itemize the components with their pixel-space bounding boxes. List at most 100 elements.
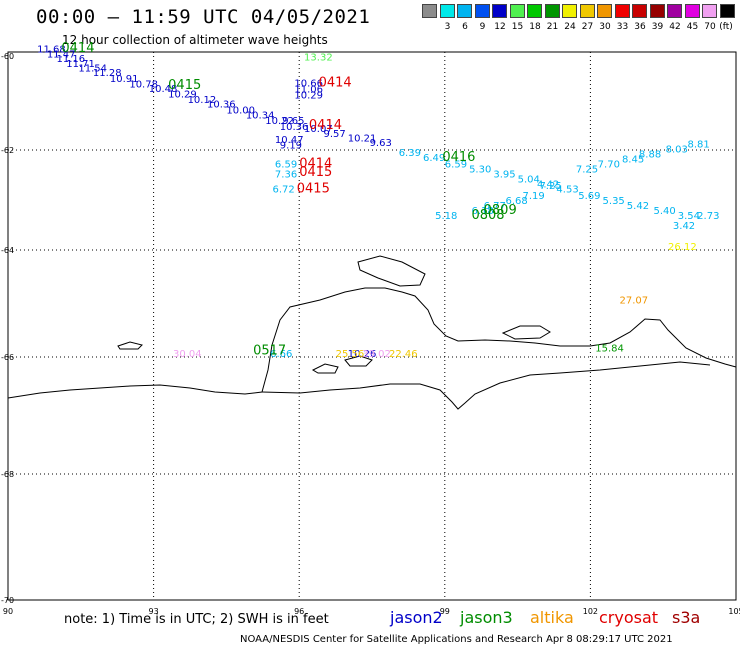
color-swatch [457, 4, 472, 18]
wave-height-label: 9.19 [280, 141, 302, 152]
wave-height-label: 6.77 [484, 201, 506, 212]
color-swatch [422, 4, 437, 18]
legend-s3a: s3a [672, 608, 701, 627]
wave-height-label: 11.16 [57, 54, 86, 65]
color-swatch [439, 4, 455, 18]
legend-cryosat: cryosat [599, 608, 659, 627]
wave-height-label: 6.39 [399, 148, 421, 159]
wave-height-label: 10.22 [265, 116, 294, 127]
color-swatch-label: 27 [581, 22, 594, 32]
color-swatch-label: 39 [651, 22, 664, 32]
lat-tick-label: -62 [1, 146, 14, 155]
pass-time-label: 0414 [319, 76, 352, 91]
color-swatch [684, 4, 700, 18]
color-swatch [632, 4, 647, 18]
wave-height-label: 7.36 [275, 170, 297, 181]
wave-height-label: 10.26 [348, 349, 377, 360]
island-outline [344, 355, 373, 367]
wave-height-label: 7.19 [522, 191, 544, 202]
color-swatch [474, 4, 490, 18]
wave-height-label: 11.71 [66, 59, 95, 70]
wave-height-label: 6.59 [445, 160, 467, 171]
color-swatch [597, 4, 612, 18]
lon-tick-label: 93 [149, 607, 159, 616]
wave-height-label: 8.03 [666, 145, 688, 156]
lon-tick-label: 102 [583, 607, 598, 616]
wave-height-label: 6.68 [505, 196, 527, 207]
lat-tick-label: -60 [1, 52, 14, 61]
wave-height-label: 5.35 [603, 196, 625, 207]
legend-altika: altika [530, 608, 574, 627]
wave-height-label: 3.42 [673, 221, 695, 232]
wave-height-label: 15.84 [595, 344, 624, 355]
color-swatch [614, 4, 630, 18]
wave-height-label: 6.72 [273, 185, 295, 196]
wave-height-label: 10.07 [304, 124, 333, 135]
color-swatch [667, 4, 682, 18]
island-outline [117, 341, 143, 350]
color-swatch [649, 4, 665, 18]
wave-height-label: 10.29 [168, 89, 197, 100]
lat-tick-label: -70 [1, 596, 14, 605]
wave-height-label: 10.29 [294, 90, 323, 101]
wave-height-label: 6.59 [275, 160, 297, 171]
wave-height-label: 9.63 [370, 138, 392, 149]
lat-tick-label: -64 [1, 246, 14, 255]
color-swatch [579, 4, 595, 18]
wave-height-label: 5.69 [578, 191, 600, 202]
color-scale-unit: (ft) [719, 22, 733, 32]
wave-height-label: 7.25 [576, 165, 598, 176]
legend-note: note: 1) Time is in UTC; 2) SWH is in fe… [64, 612, 329, 627]
wave-height-label: 3.95 [493, 170, 515, 181]
island-outline [311, 363, 339, 374]
wave-height-label: 11.54 [78, 64, 107, 75]
wave-height-label: 10.48 [149, 84, 178, 95]
wave-height-label: 7.25 [539, 181, 561, 192]
wave-height-label: 8.88 [639, 150, 661, 161]
wave-height-label: 13.32 [304, 53, 333, 64]
wave-height-label: 11.06 [294, 85, 323, 96]
color-swatch-label: 18 [529, 22, 541, 32]
color-swatch-label: 70 [704, 22, 716, 32]
wave-height-label: 39.02 [362, 349, 391, 360]
wave-height-label: 5.40 [653, 206, 675, 217]
pass-time-label: 0414 [299, 157, 332, 172]
wave-height-label: 10.47 [275, 135, 304, 146]
color-swatch-label: 15 [511, 22, 524, 32]
coastline [261, 361, 711, 410]
lon-tick-label: 96 [294, 607, 304, 616]
wave-height-label: 3.54 [678, 211, 700, 222]
color-swatch [719, 4, 735, 18]
wave-height-label: 10.91 [110, 74, 139, 85]
color-swatch-label: 42 [669, 22, 681, 32]
lat-tick-label: -68 [1, 470, 14, 479]
wave-height-label: 11.68 [37, 45, 66, 56]
wave-height-label: 7.70 [598, 160, 620, 171]
wave-height-label: 5.18 [435, 211, 457, 222]
color-swatch [544, 4, 560, 18]
color-swatch-label: 9 [479, 22, 486, 32]
color-swatch-label: 6 [462, 22, 468, 32]
wave-height-label: 5.42 [627, 201, 649, 212]
island-outline [357, 255, 426, 287]
color-swatch-label: 12 [494, 22, 506, 32]
wave-height-label: 2.73 [697, 211, 719, 222]
coastline [7, 287, 737, 399]
wave-height-label: 10.78 [129, 79, 158, 90]
color-swatch [509, 4, 525, 18]
wave-height-label: 9.57 [323, 129, 345, 140]
wave-height-label: 4.42 [537, 180, 559, 191]
wave-height-label: 9.65 [282, 116, 304, 127]
island-outline [501, 325, 551, 340]
color-swatch [492, 4, 507, 18]
plot-frame [7, 51, 737, 601]
pass-time-label: 0517 [253, 343, 286, 358]
color-swatch-label: 30 [599, 22, 611, 32]
legend-jason3: jason3 [460, 608, 513, 627]
pass-time-label: 0808 [471, 208, 504, 223]
wave-height-label: 10.12 [188, 95, 217, 106]
lat-tick-label: -66 [1, 353, 14, 362]
map-title: 00:00 – 11:59 UTC 04/05/2021 [36, 6, 371, 28]
